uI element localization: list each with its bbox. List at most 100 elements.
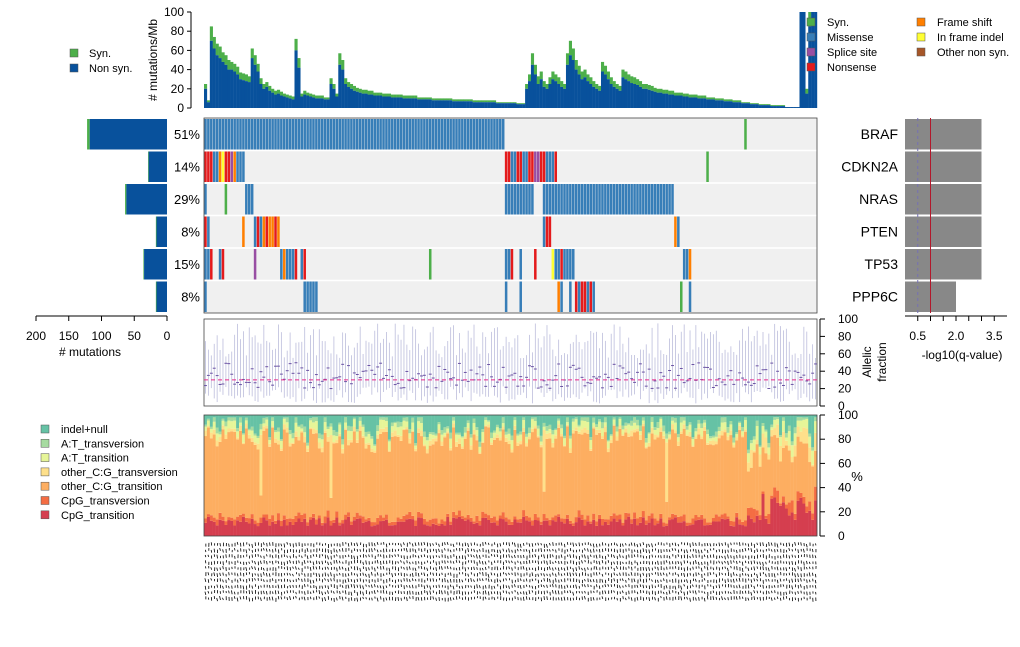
- oncoprint-cell: [218, 151, 222, 182]
- sample-label-glyph: [718, 584, 721, 589]
- spectrum-segment: [673, 517, 678, 536]
- spectrum-segment: [466, 430, 470, 515]
- sample-label-glyph: [519, 584, 522, 589]
- spectrum-segment: [335, 431, 339, 437]
- oncoprint-cell: [615, 184, 619, 215]
- sample-label-glyph: [736, 573, 738, 577]
- sample-label-glyph: [785, 561, 788, 564]
- sample-label-glyph: [403, 561, 405, 565]
- burden-nonsyn-bar: [577, 74, 581, 108]
- sample-label-glyph: [718, 549, 721, 552]
- spectrum-segment: [504, 437, 508, 442]
- spectrum-segment: [265, 514, 269, 521]
- spectrum-segment: [530, 432, 535, 521]
- spectrum-segment: [487, 424, 491, 428]
- spectrum-segment: [784, 508, 789, 536]
- spectrum-segment: [673, 433, 678, 515]
- sample-label-glyph: [429, 555, 432, 559]
- sample-label-glyph: [706, 542, 709, 547]
- sample-label-glyph: [286, 590, 288, 594]
- spectrum-segment: [484, 513, 488, 518]
- spectrum-segment: [787, 445, 791, 451]
- spectrum-segment: [668, 415, 672, 432]
- sample-label-glyph: [455, 555, 458, 560]
- burden-syn-bar: [285, 94, 289, 98]
- spectrum-segment: [720, 435, 724, 515]
- sample-label-glyph: [484, 566, 487, 571]
- spectrum-segment: [367, 434, 371, 443]
- count-nonsyn-bar: [89, 119, 167, 150]
- spectrum-segment: [449, 524, 453, 536]
- oncoprint-cell: [572, 249, 575, 280]
- spectrum-segment: [364, 431, 368, 437]
- burden-syn-bar: [653, 87, 657, 92]
- sample-label-glyph: [400, 579, 402, 583]
- sample-label-glyph: [537, 573, 540, 577]
- spectrum-segment: [717, 438, 721, 517]
- qvalue-bar: [905, 249, 982, 280]
- burden-syn-bar: [729, 99, 733, 102]
- sample-label-glyph: [464, 567, 467, 572]
- spectrum-segment: [402, 515, 406, 522]
- sample-label-glyph: [718, 542, 721, 547]
- spectrum-segment: [361, 426, 365, 436]
- burden-syn-bar: [545, 84, 549, 89]
- spectrum-segment: [717, 521, 721, 536]
- sample-label-glyph: [587, 567, 589, 571]
- sample-label-glyph: [581, 560, 583, 564]
- burden-syn-bar: [428, 97, 432, 100]
- spectrum-segment: [636, 518, 640, 526]
- burden-nonsyn-bar: [335, 96, 339, 108]
- spectrum-segment: [688, 422, 692, 425]
- burden-nonsyn-bar: [799, 12, 803, 108]
- spectrum-segment: [326, 510, 330, 518]
- spectrum-segment: [218, 431, 222, 435]
- spectrum-segment: [352, 431, 356, 517]
- oncoprint-cell: [548, 151, 552, 182]
- spectrum-segment: [452, 423, 456, 428]
- burden-nonsyn-bar: [303, 94, 307, 108]
- oncoprint-cell: [574, 184, 578, 215]
- spectrum-segment: [472, 423, 476, 430]
- burden-nonsyn-bar: [565, 64, 570, 108]
- oncoprint-cell: [210, 249, 213, 280]
- sample-label-glyph: [484, 541, 487, 545]
- spectrum-segment: [382, 428, 386, 433]
- sample-label-glyph: [630, 597, 633, 601]
- spectrum-segment: [685, 415, 689, 427]
- spectrum-segment: [498, 515, 502, 519]
- burden-nonsyn-bar: [516, 104, 520, 108]
- spectrum-segment: [405, 514, 409, 520]
- sample-label-glyph: [660, 555, 662, 559]
- spectrum-segment: [700, 428, 704, 437]
- oncoprint-cell: [399, 119, 403, 150]
- spectrum-segment: [358, 430, 362, 516]
- burden-syn-bar: [525, 84, 529, 89]
- sample-label-glyph: [245, 549, 248, 554]
- sample-label-glyph: [695, 560, 697, 564]
- sample-label-glyph: [409, 596, 411, 599]
- sample-label-glyph: [525, 567, 528, 571]
- spectrum-segment: [808, 415, 812, 434]
- sample-label-glyph: [432, 543, 434, 546]
- spectrum-segment: [592, 417, 596, 423]
- spectrum-segment: [688, 424, 692, 432]
- spectrum-segment: [434, 438, 438, 442]
- oncoprint-cell: [420, 119, 423, 150]
- oncoprint-cell: [630, 184, 633, 215]
- spectrum-segment: [314, 430, 319, 434]
- sample-label-glyph: [555, 573, 557, 577]
- sample-label-glyph: [350, 583, 353, 588]
- sample-label-glyph: [458, 585, 461, 589]
- spectrum-segment: [271, 427, 275, 516]
- sample-label-glyph: [552, 561, 554, 564]
- burden-syn-bar: [457, 99, 462, 102]
- spectrum-segment: [793, 445, 797, 457]
- spectrum-segment: [627, 433, 631, 437]
- burden-nonsyn-bar: [600, 71, 605, 108]
- sample-label-glyph: [730, 560, 732, 564]
- oncoprint-cell: [431, 119, 435, 150]
- gene-label: PTEN: [861, 224, 898, 240]
- spectrum-segment: [545, 433, 549, 439]
